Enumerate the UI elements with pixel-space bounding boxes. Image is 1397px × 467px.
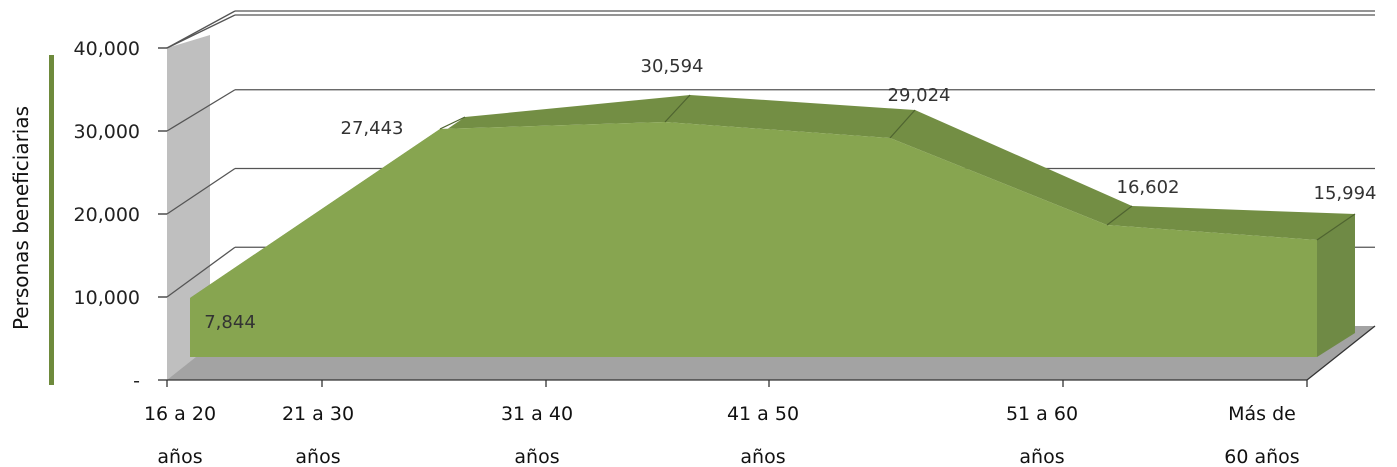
ridge-marker [439,116,466,130]
x-tick-label: Más de [1228,403,1296,425]
gridline-diagonal [166,167,236,215]
x-tick-label: 60 años [1224,446,1299,467]
ridge-marker [1316,213,1356,241]
data-labels: 7,844 27,443 30,594 29,024 16,602 15,994 [204,56,1376,333]
x-tick-label: años [157,446,202,467]
x-tick-label: 16 a 20 [144,403,216,425]
area-side-face [1317,214,1355,357]
x-tick-label: años [295,446,340,467]
data-label: 30,594 [641,56,704,77]
x-tick-label: años [514,446,559,467]
data-label: 15,994 [1314,183,1377,204]
x-tick-label: 21 a 30 [282,403,354,425]
x-tick-label: 41 a 50 [727,403,799,425]
data-label: 29,024 [888,85,951,106]
x-tick-label: años [1019,446,1064,467]
gridline-diagonal [166,14,236,49]
data-label: 27,443 [341,118,404,139]
y-tick-label: 30,000 [74,121,140,143]
x-tick-label: años [740,446,785,467]
area-front-face [190,122,1317,357]
x-tick-label: 51 a 60 [1006,403,1078,425]
axes: - 10,000 20,000 30,000 40,000 16 a 20 años 21 a… [74,38,1376,467]
data-label: 16,602 [1117,177,1180,198]
y-tick-label: 10,000 [74,287,140,309]
y-tick-label: - [133,370,140,392]
ylabel-accent-bar [49,55,54,385]
y-tick-label: 20,000 [74,204,140,226]
ridge-marker [1106,205,1133,226]
y-axis-title: Personas beneficiarias [9,106,33,330]
data-label: 7,844 [204,312,256,333]
y-tick-label: 40,000 [74,38,140,60]
ridge-marker [889,109,916,139]
gridline-diagonal [166,246,236,298]
x-tick-label: 31 a 40 [501,403,573,425]
ridge-marker [664,94,691,123]
area-series [190,94,1356,357]
gridline-diagonal [166,89,236,132]
x-axis-depth [1306,325,1376,381]
